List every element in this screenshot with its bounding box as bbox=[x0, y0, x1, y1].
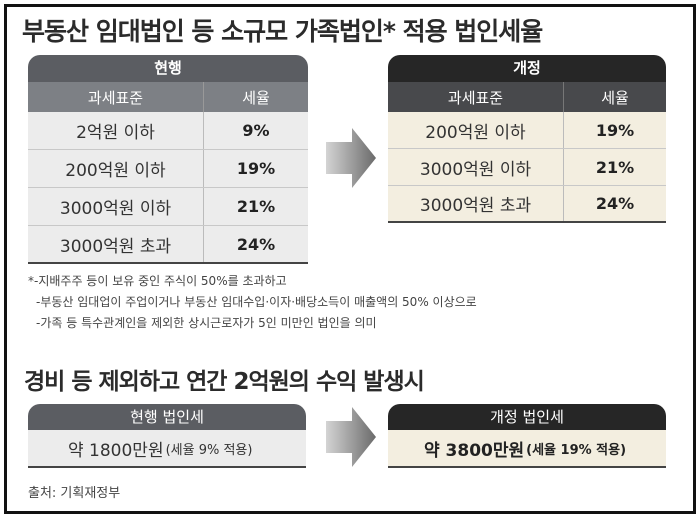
revised-tax-detail: (세율 19% 적용) bbox=[526, 442, 627, 458]
table-row: 3000억원 초과 24% bbox=[388, 186, 666, 223]
revised-tax-header: 개정 법인세 bbox=[388, 404, 666, 430]
tax-rate-cell: 19% bbox=[595, 120, 635, 140]
table-row: 200억원 이하 19% bbox=[388, 112, 666, 149]
column-header-rate: 세율 bbox=[601, 88, 629, 107]
table-row: 200억원 이하 19% bbox=[28, 150, 308, 188]
column-header-base: 과세표준 bbox=[388, 82, 564, 112]
current-tax-detail: (세율 9% 적용) bbox=[165, 442, 253, 458]
current-tax-amount: 약 1800만원 bbox=[68, 440, 164, 461]
tax-rate-cell: 24% bbox=[595, 194, 635, 213]
footnote-line: -부동산 임대업이 주업이거나 부동산 임대수입·이자·배당소득이 매출액의 5… bbox=[36, 295, 477, 309]
tax-base-cell: 3000억원 이하 bbox=[28, 188, 204, 225]
tax-base-cell: 3000억원 이하 bbox=[388, 149, 564, 185]
current-tax-box: 현행 법인세 약 1800만원 (세율 9% 적용) bbox=[28, 404, 306, 468]
revised-tax-box: 개정 법인세 약 3800만원 (세율 19% 적용) bbox=[388, 404, 666, 468]
current-table-column-headers: 과세표준 세율 bbox=[28, 82, 308, 112]
table-row: 3000억원 이하 21% bbox=[28, 188, 308, 226]
footnote-line: *-지배주주 등이 보유 중인 주식이 50%를 초과하고 bbox=[28, 274, 287, 288]
tax-base-cell: 3000억원 초과 bbox=[28, 226, 204, 262]
tax-base-cell: 3000억원 초과 bbox=[388, 186, 564, 221]
tax-base-cell: 2억원 이하 bbox=[28, 112, 204, 149]
current-tax-body: 약 1800만원 (세율 9% 적용) bbox=[28, 430, 306, 468]
revised-tax-amount: 약 3800만원 bbox=[424, 440, 525, 461]
current-rate-table: 현행 과세표준 세율 2억원 이하 9% 200억원 이하 19% 3000억원… bbox=[28, 55, 308, 264]
current-tax-header: 현행 법인세 bbox=[28, 404, 306, 430]
tax-base-cell: 200억원 이하 bbox=[28, 150, 204, 187]
page-title: 부동산 임대법인 등 소규모 가족법인* 적용 법인세율 bbox=[22, 17, 543, 46]
tax-rate-cell: 21% bbox=[236, 197, 276, 216]
section-subtitle: 경비 등 제외하고 연간 2억원의 수익 발생시 bbox=[24, 369, 425, 395]
right-arrow-icon bbox=[326, 128, 376, 188]
revised-table-header: 개정 bbox=[388, 55, 666, 82]
table-row: 3000억원 초과 24% bbox=[28, 226, 308, 264]
table-row: 2억원 이하 9% bbox=[28, 112, 308, 150]
table-row: 3000억원 이하 21% bbox=[388, 149, 666, 186]
revised-tax-body: 약 3800만원 (세율 19% 적용) bbox=[388, 430, 666, 468]
tax-base-cell: 200억원 이하 bbox=[388, 112, 564, 148]
column-header-base: 과세표준 bbox=[28, 82, 204, 112]
tax-rate-cell: 21% bbox=[595, 157, 635, 177]
tax-rate-cell: 24% bbox=[236, 234, 276, 254]
revised-rate-table: 개정 과세표준 세율 200억원 이하 19% 3000억원 이하 21% 30… bbox=[388, 55, 666, 223]
column-header-rate: 세율 bbox=[242, 88, 270, 107]
tax-rate-cell: 19% bbox=[236, 159, 276, 178]
tax-rate-cell: 9% bbox=[242, 121, 270, 140]
right-arrow-icon bbox=[326, 407, 376, 467]
source-credit: 출처: 기획재정부 bbox=[28, 486, 121, 501]
revised-table-column-headers: 과세표준 세율 bbox=[388, 82, 666, 112]
footnotes: *-지배주주 등이 보유 중인 주식이 50%를 초과하고 -부동산 임대업이 … bbox=[28, 271, 477, 334]
footnote-line: -가족 등 특수관계인을 제외한 상시근로자가 5인 미만인 법인을 의미 bbox=[36, 316, 377, 330]
current-table-header: 현행 bbox=[28, 55, 308, 82]
